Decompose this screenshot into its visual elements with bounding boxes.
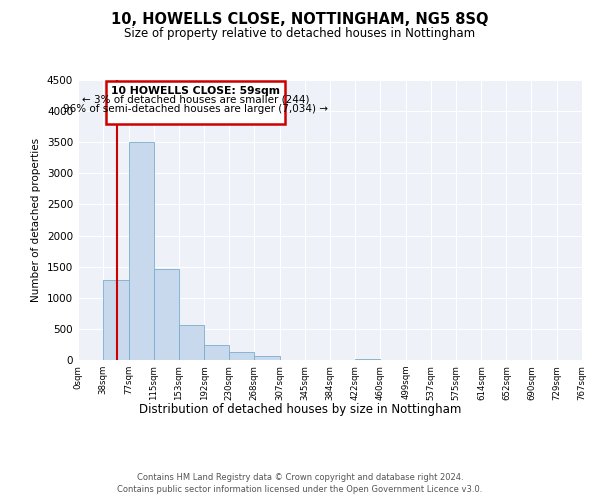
Text: 10, HOWELLS CLOSE, NOTTINGHAM, NG5 8SQ: 10, HOWELLS CLOSE, NOTTINGHAM, NG5 8SQ: [111, 12, 489, 28]
Bar: [154, 268, 179, 360]
FancyBboxPatch shape: [106, 80, 285, 124]
Text: 10 HOWELLS CLOSE: 59sqm: 10 HOWELLS CLOSE: 59sqm: [111, 86, 280, 96]
Bar: [128, 142, 154, 360]
Text: Size of property relative to detached houses in Nottingham: Size of property relative to detached ho…: [124, 28, 476, 40]
Bar: [179, 324, 204, 360]
Bar: [355, 359, 380, 360]
Bar: [103, 280, 128, 360]
Y-axis label: Number of detached properties: Number of detached properties: [31, 138, 41, 302]
Text: ← 3% of detached houses are smaller (244): ← 3% of detached houses are smaller (244…: [82, 95, 309, 105]
Bar: [229, 352, 254, 360]
Text: 96% of semi-detached houses are larger (7,034) →: 96% of semi-detached houses are larger (…: [63, 104, 328, 114]
Bar: [204, 345, 229, 360]
Text: Contains public sector information licensed under the Open Government Licence v3: Contains public sector information licen…: [118, 485, 482, 494]
Text: Distribution of detached houses by size in Nottingham: Distribution of detached houses by size …: [139, 402, 461, 415]
Bar: [254, 356, 280, 360]
Text: Contains HM Land Registry data © Crown copyright and database right 2024.: Contains HM Land Registry data © Crown c…: [137, 472, 463, 482]
